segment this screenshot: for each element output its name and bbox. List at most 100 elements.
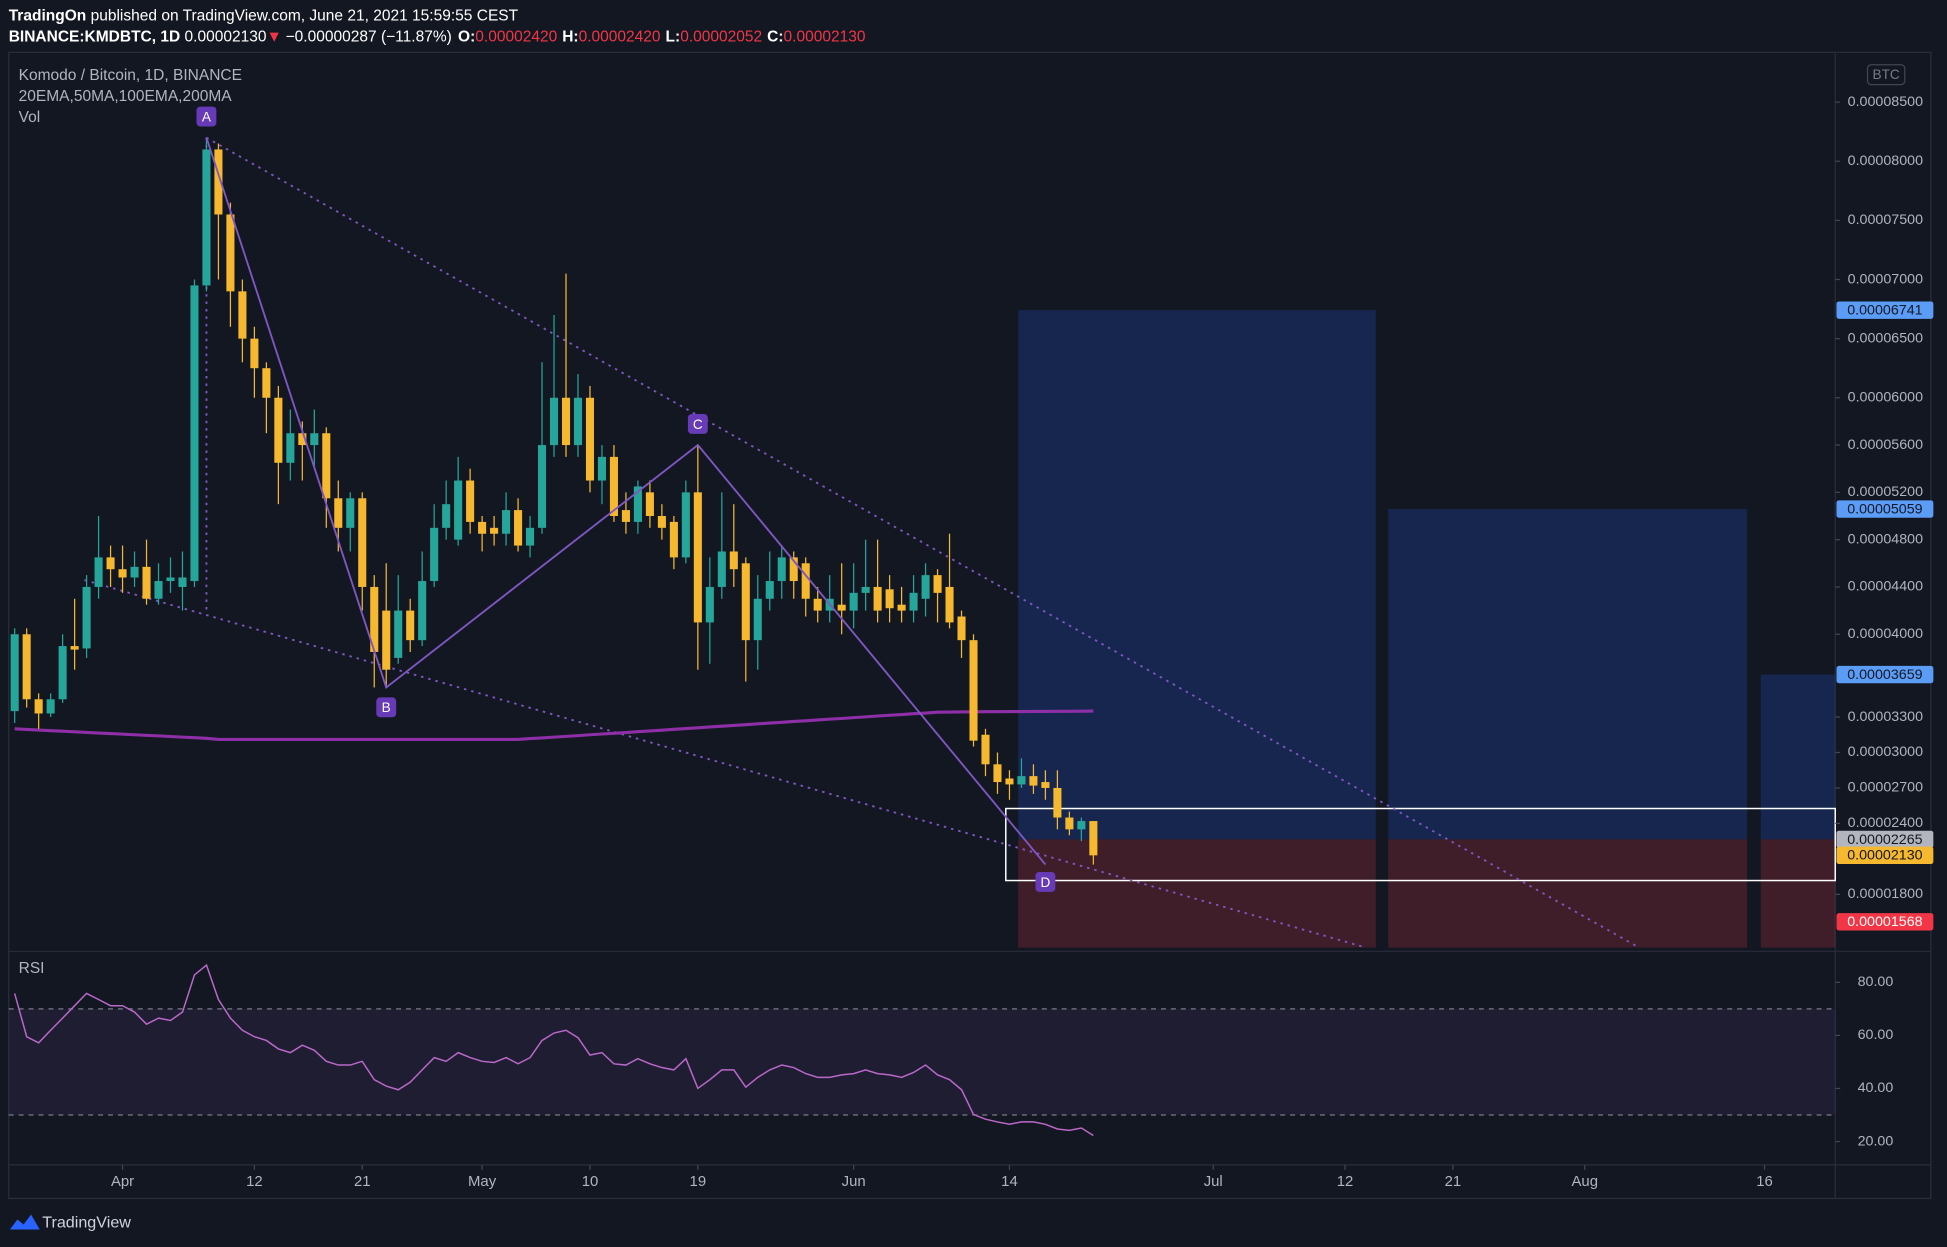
candle-body <box>382 610 391 670</box>
candle-body <box>597 456 606 481</box>
candle-body <box>945 586 954 623</box>
pattern-label: B <box>382 700 391 715</box>
abcd-pattern <box>205 137 1047 866</box>
candle-body <box>466 480 475 522</box>
price-label: 0.00002130 <box>1847 848 1922 864</box>
x-tick-label: 12 <box>1337 1174 1354 1190</box>
symbol-line: BINANCE:KMDBTC, 1D 0.00002130▼ −0.0000028… <box>9 29 866 46</box>
candle-body <box>657 516 666 528</box>
candle-body <box>370 586 379 652</box>
candle-body <box>130 566 139 578</box>
y-tick-label: 0.00004800 <box>1848 531 1923 547</box>
candle-body <box>837 604 846 611</box>
wedge-upper <box>205 136 1640 949</box>
ma200-line <box>14 709 1094 742</box>
x-tick-label: Jul <box>1204 1174 1223 1190</box>
price-label-box <box>1836 301 1934 319</box>
candle-body <box>250 338 259 369</box>
stop-zone <box>1018 839 1376 948</box>
rsi-tick-label: 80.00 <box>1858 974 1894 990</box>
candle-body <box>609 456 618 517</box>
candle-body <box>142 566 151 599</box>
candle-body <box>549 397 559 446</box>
rsi-band-fill <box>8 1008 1836 1115</box>
price-label: 0.00003659 <box>1847 667 1922 683</box>
legend-title: Komodo / Bitcoin, 1D, BINANCE <box>19 67 242 84</box>
candle-body <box>154 581 163 599</box>
pattern-label: D <box>1040 875 1050 890</box>
currency-box <box>1866 64 1906 86</box>
candle-body <box>406 610 415 641</box>
candle-body <box>334 498 343 528</box>
footer-brand: TradingView <box>42 1214 131 1232</box>
price-label-box <box>1836 500 1934 518</box>
candle-body <box>1089 821 1098 856</box>
y-tick-label: 0.00008000 <box>1848 153 1923 169</box>
y-tick-label: 0.00004400 <box>1848 579 1923 595</box>
pattern-label-box <box>687 414 708 434</box>
target-zone <box>1018 310 1376 840</box>
candle-body <box>454 480 463 540</box>
candle-body <box>933 575 942 593</box>
candle-body <box>969 640 978 741</box>
candle-body <box>681 492 690 558</box>
pattern-label-box <box>1035 872 1056 892</box>
x-tick-label: 19 <box>690 1174 707 1190</box>
price-label-box <box>1836 846 1934 865</box>
candle-body <box>1029 776 1038 786</box>
last-price: 0.00002130 <box>185 29 267 46</box>
candle-body <box>1041 782 1050 788</box>
legend-indicators: 20EMA,50MA,100EMA,200MA <box>19 88 233 105</box>
price-label: 0.00005059 <box>1847 501 1922 517</box>
price-label-box <box>1836 665 1934 684</box>
pattern-label: C <box>693 417 703 432</box>
ohlc-key: L: <box>666 29 681 46</box>
candle-body <box>310 433 319 446</box>
price-label: 0.00002265 <box>1847 832 1922 848</box>
symbol: BINANCE:KMDBTC, 1D <box>9 29 181 46</box>
rsi-line <box>13 963 1094 1137</box>
candle-body <box>526 527 535 546</box>
currency: BTC <box>1873 67 1900 82</box>
candle-body <box>813 598 822 611</box>
candle-body <box>94 557 103 587</box>
candle-body <box>849 592 858 611</box>
candle-body <box>70 646 79 650</box>
stop-zone <box>1388 839 1748 948</box>
candle-body <box>705 586 714 623</box>
candle-body <box>921 575 930 599</box>
target-zone <box>1760 674 1836 840</box>
chart-frame <box>8 51 1932 1200</box>
candle-body <box>418 581 427 641</box>
candle-body <box>46 699 55 714</box>
candle-body <box>514 510 523 546</box>
candle-body <box>10 634 19 712</box>
change-arrow: ▼ <box>267 29 282 46</box>
rsi-tick-label: 40.00 <box>1858 1080 1894 1096</box>
x-tick-label: Jun <box>842 1174 866 1190</box>
x-tick-label: 21 <box>354 1174 371 1190</box>
y-tick-label: 0.00006000 <box>1848 390 1923 406</box>
candle-body <box>693 492 702 623</box>
ohlc-key: O: <box>458 29 475 46</box>
candle-body <box>753 598 762 641</box>
candle-body <box>262 368 271 398</box>
candle-body <box>765 581 774 599</box>
candle-body <box>1017 776 1026 785</box>
y-tick-label: 0.00006500 <box>1848 330 1923 346</box>
x-tick-label: May <box>468 1174 497 1190</box>
candle-body <box>789 557 798 582</box>
candle-body <box>573 397 583 446</box>
candle-body <box>358 498 367 587</box>
rsi-tick-label: 20.00 <box>1858 1133 1894 1149</box>
candle-body <box>226 214 235 292</box>
candle-body <box>777 557 786 582</box>
x-tick-label: Apr <box>111 1174 134 1190</box>
candle-body <box>322 433 331 499</box>
candle-body <box>346 498 355 528</box>
x-tick-label: 10 <box>582 1174 599 1190</box>
ohlc-value: 0.00002130 <box>784 29 866 46</box>
wedge-lower <box>84 579 1367 949</box>
candle-body <box>82 586 91 649</box>
